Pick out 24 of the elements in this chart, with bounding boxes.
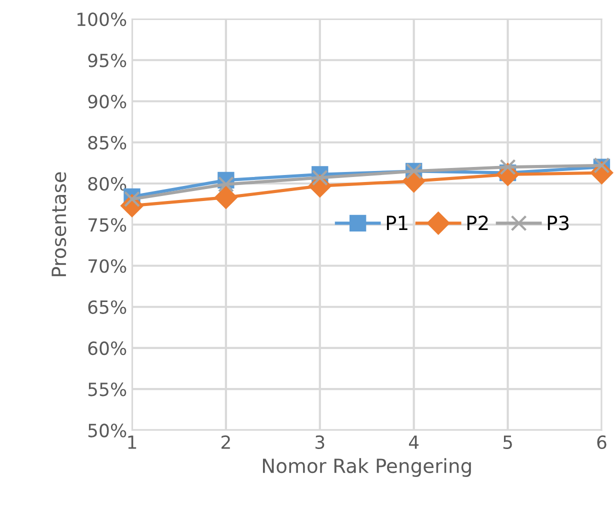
y-tick-label: 100% <box>78 12 126 26</box>
x-tick-label: 1 <box>128 436 136 449</box>
y-tick-label: 80% <box>88 176 126 191</box>
point <box>214 186 238 209</box>
x-axis-title: Nomor Rak Pengering <box>262 458 471 477</box>
y-tick-label: 70% <box>88 259 126 273</box>
y-axis-title: Prosentase <box>52 172 66 276</box>
x-tick-label: 6 <box>597 435 606 450</box>
legend-label: P2 <box>467 216 488 230</box>
x-tick-label: 5 <box>503 436 512 450</box>
y-tick-label: 65% <box>88 300 126 314</box>
legend-label: P1 <box>386 216 408 230</box>
y-tick-label: 60% <box>88 341 126 356</box>
x-tick-label: 2 <box>222 435 230 449</box>
y-tick-label: 90% <box>88 94 126 108</box>
x-tick-label: 3 <box>316 435 324 450</box>
point <box>218 176 234 192</box>
legend-label: P3 <box>548 216 569 230</box>
y-tick-label: 85% <box>88 136 126 150</box>
x-tick-label: 4 <box>408 436 419 449</box>
y-tick-label: 75% <box>88 218 126 232</box>
y-tick-label: 50% <box>88 424 126 438</box>
y-tick-label: 55% <box>88 382 126 396</box>
y-tick-label: 95% <box>88 54 126 68</box>
